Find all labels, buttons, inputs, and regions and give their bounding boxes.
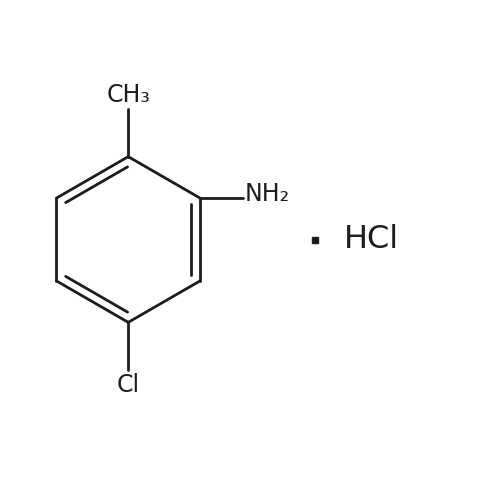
Text: HCl: HCl bbox=[343, 224, 399, 255]
Text: Cl: Cl bbox=[117, 373, 140, 397]
Text: CH₃: CH₃ bbox=[106, 83, 150, 107]
Text: NH₂: NH₂ bbox=[245, 182, 290, 206]
